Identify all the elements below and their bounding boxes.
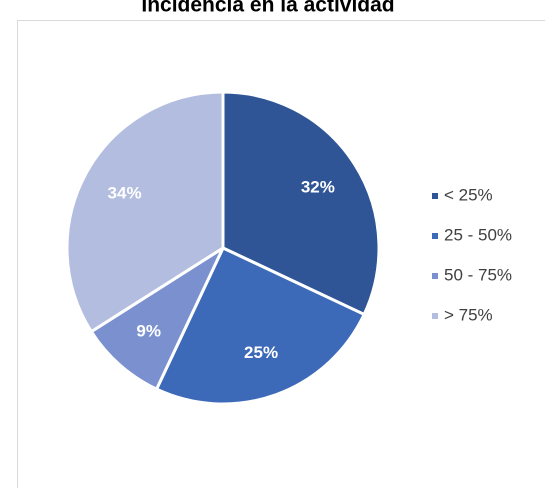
legend-label: 25 - 50% [444,225,512,244]
legend-swatch [432,313,438,319]
legend-label: < 25% [444,185,493,204]
pie-slice [221,90,381,316]
data-label: 32% [301,177,335,196]
legend-label: 50 - 75% [444,265,512,284]
pie-slice [65,90,225,334]
data-label: 25% [244,343,278,362]
chart-title: Incidencia en la actividad [141,0,394,17]
legend-swatch [432,273,438,279]
data-label: 9% [136,322,161,341]
data-label: 34% [108,183,142,202]
legend-swatch [432,233,438,239]
pie-slice [89,246,225,391]
pie-slice [155,246,366,406]
legend-swatch [432,193,438,199]
legend-label: > 75% [444,305,493,324]
